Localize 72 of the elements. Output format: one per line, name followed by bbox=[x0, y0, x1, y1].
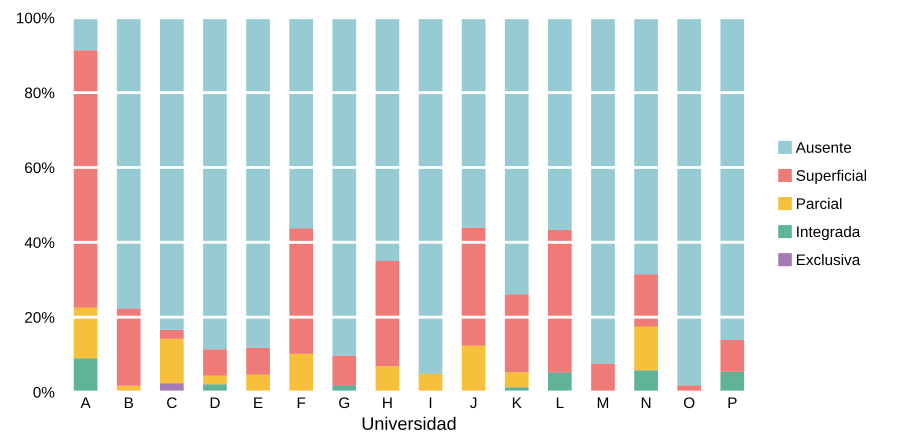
bar bbox=[246, 348, 270, 374]
x-tick-label: H bbox=[383, 397, 392, 408]
bar bbox=[634, 370, 658, 392]
bar bbox=[203, 349, 227, 376]
legend-label: Ausente bbox=[796, 142, 852, 153]
x-tick-label: P bbox=[728, 397, 737, 408]
y-tick-label: 40% bbox=[24, 237, 54, 248]
bar bbox=[332, 18, 356, 356]
bar bbox=[634, 18, 658, 275]
bar bbox=[634, 274, 658, 327]
bar bbox=[677, 18, 702, 386]
bar bbox=[289, 18, 314, 228]
bar bbox=[591, 364, 615, 392]
legend-label: Integrada bbox=[797, 226, 860, 240]
bar bbox=[376, 261, 400, 366]
x-tick-label: F bbox=[298, 397, 306, 408]
legend-label: Superficial bbox=[796, 170, 866, 184]
bar bbox=[332, 356, 356, 386]
bar bbox=[160, 330, 184, 339]
y-tick-label: 80% bbox=[24, 87, 54, 98]
bar bbox=[462, 18, 486, 228]
x-tick-label: M bbox=[598, 397, 608, 408]
bar bbox=[418, 18, 442, 374]
bar bbox=[74, 307, 98, 358]
legend-label: Exclusiva bbox=[796, 254, 860, 266]
bar bbox=[504, 294, 529, 372]
x-tick-label: O bbox=[684, 397, 694, 408]
x-tick-label: N bbox=[642, 397, 650, 408]
legend-label: Parcial bbox=[796, 198, 842, 210]
x-axis-title: Universidad bbox=[362, 416, 456, 430]
bar bbox=[289, 354, 314, 392]
x-tick-label: D bbox=[210, 397, 220, 408]
bar bbox=[116, 18, 141, 309]
bar bbox=[591, 18, 615, 364]
bar bbox=[203, 18, 227, 350]
x-tick-label: B bbox=[124, 397, 134, 408]
y-tick-label: 60% bbox=[25, 162, 54, 174]
bar bbox=[548, 18, 572, 230]
bar bbox=[376, 366, 400, 392]
bar bbox=[548, 230, 572, 373]
x-tick-label: E bbox=[254, 397, 262, 408]
y-tick-label: 100% bbox=[16, 12, 54, 24]
bar bbox=[634, 326, 658, 370]
bar bbox=[246, 374, 270, 392]
x-tick-label: C bbox=[167, 397, 177, 408]
bar bbox=[418, 374, 442, 392]
bar bbox=[116, 308, 141, 386]
bar bbox=[203, 376, 227, 384]
bar bbox=[462, 346, 486, 392]
y-tick-label: 0% bbox=[33, 386, 54, 398]
x-tick-label: L bbox=[556, 397, 564, 408]
bar bbox=[74, 18, 98, 50]
bar bbox=[160, 18, 184, 330]
x-tick-label: K bbox=[512, 397, 522, 408]
bar bbox=[74, 50, 98, 308]
bar bbox=[504, 18, 529, 294]
x-tick-label: A bbox=[80, 397, 91, 408]
bar bbox=[74, 358, 98, 392]
bar bbox=[504, 372, 529, 388]
x-tick-label: I bbox=[430, 397, 432, 408]
bar bbox=[289, 228, 314, 354]
bar bbox=[548, 372, 572, 392]
y-tick-label: 20% bbox=[25, 312, 54, 323]
bar bbox=[462, 228, 486, 346]
bar bbox=[160, 338, 184, 384]
bar bbox=[246, 18, 270, 348]
x-tick-label: J bbox=[470, 397, 476, 408]
x-tick-label: G bbox=[339, 397, 350, 408]
bar bbox=[720, 340, 744, 372]
bar bbox=[376, 18, 400, 262]
bar bbox=[720, 18, 744, 340]
bar bbox=[720, 372, 744, 392]
